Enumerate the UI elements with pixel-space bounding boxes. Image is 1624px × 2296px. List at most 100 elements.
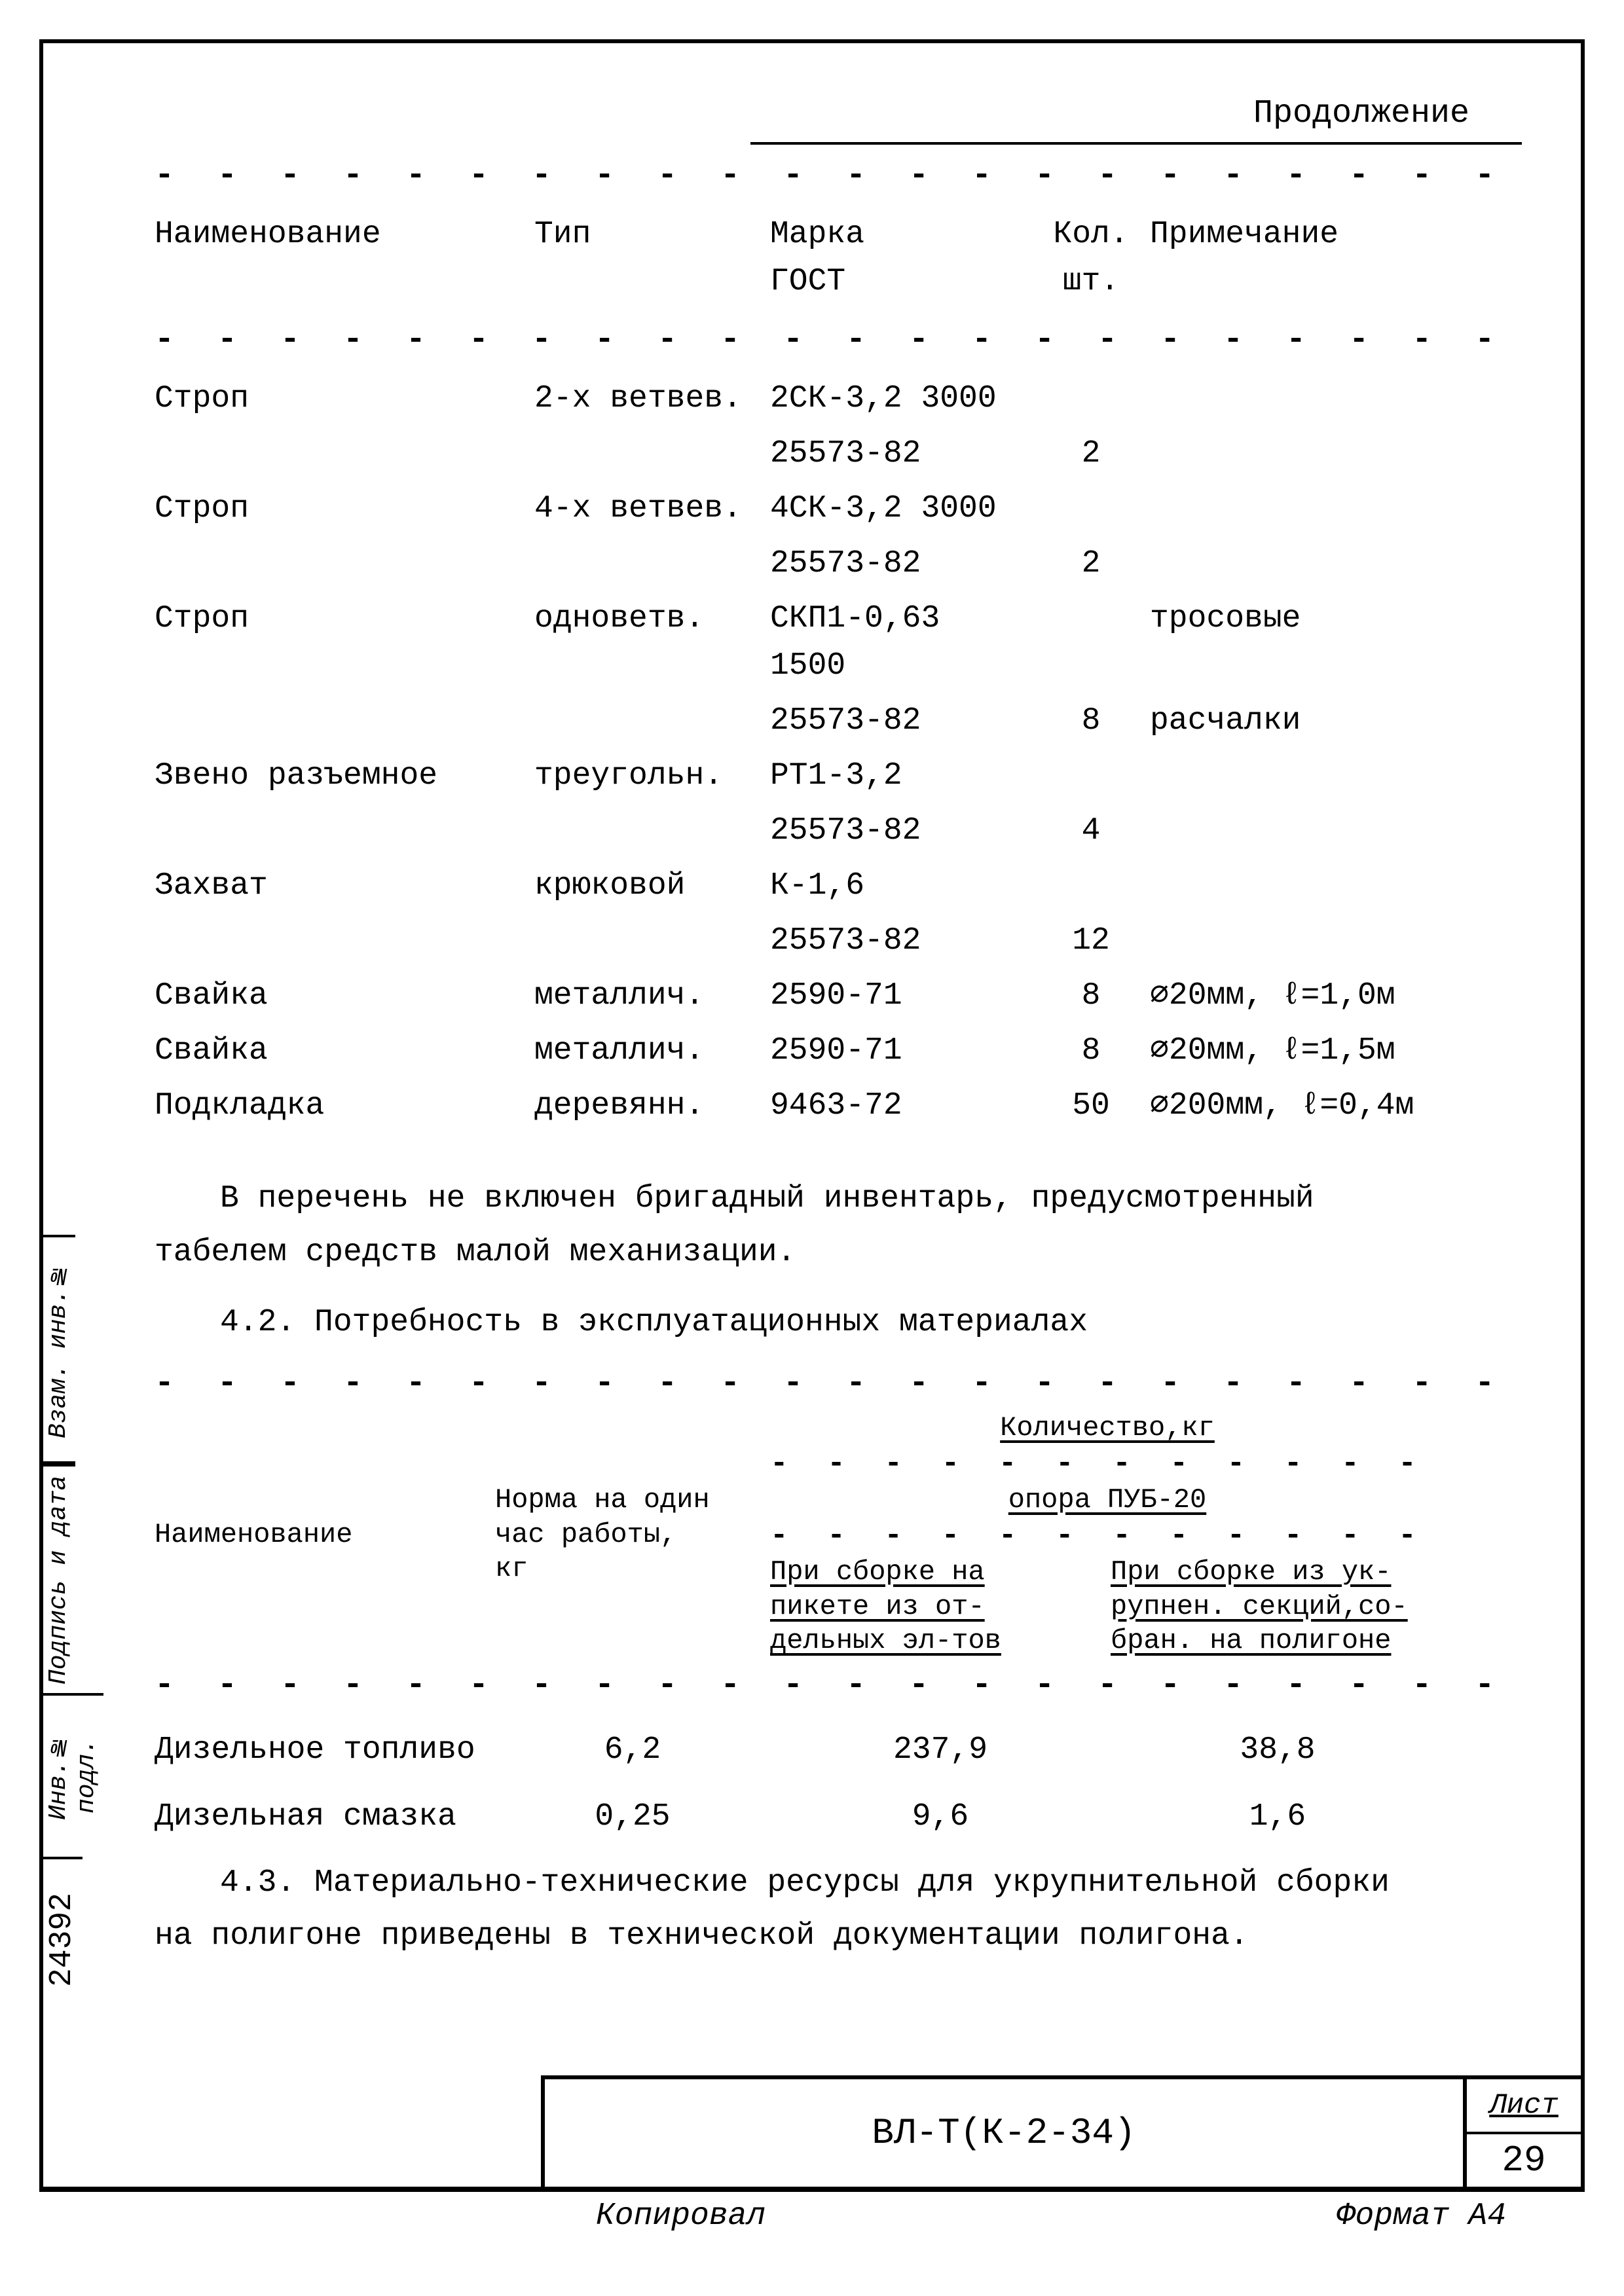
cell-mark: 2590-71 [770,972,1032,1019]
cell-note [1150,430,1425,477]
para1-line2: табелем средств малой механизации. [155,1226,796,1280]
side-inv-podl: Инв.№ подл. [39,1693,103,1857]
cell-type: 2-х ветвев. [534,375,770,422]
table-row: Звено разъемноетреугольн.РТ1-3,2 [155,748,1522,803]
table2-body: Дизельное топливо6,2237,938,8Дизельная с… [155,1717,1522,1850]
para2-line2: на полигоне приведены в технической доку… [155,1910,1249,1963]
table-row: 25573-8212 [155,913,1522,968]
side-inv-num: 24392 [39,1857,83,2020]
t2-hdr-sub2: При сборке из ук- рупнен. секций,со- бра… [1111,1555,1445,1658]
cell-qty: 4 [1032,807,1150,854]
cell-name: Дизельная смазка [155,1793,495,1840]
section-4-2-title: 4.2. Потребность в эксплуатационных мате… [155,1299,1522,1346]
cell-mark: 25573-82 [770,807,1032,854]
cell-qty [1032,375,1150,422]
table-row: Строподноветв.СКП1-0,63 1500тросовые [155,591,1522,693]
table-row: Свайкаметаллич.2590-718⌀20мм, ℓ=1,5м [155,1023,1522,1078]
table-row: ЗахваткрюковойК-1,6 [155,858,1522,913]
cell-name: Строп [155,485,534,532]
cell-name [155,807,534,854]
cell-v1: 237,9 [770,1726,1111,1774]
cell-qty: 8 [1032,972,1150,1019]
table2-header: Наименование Норма на один час работы, к… [155,1411,1522,1658]
cell-mark: К-1,6 [770,862,1032,909]
cell-v1: 9,6 [770,1793,1111,1840]
cell-note [1150,485,1425,532]
para1-line1: В перечень не включен бригадный инвентар… [220,1181,1314,1216]
t1-hdr-type: Тип [534,211,770,305]
cell-qty: 2 [1032,430,1150,477]
cell-type [534,917,770,964]
t2-hdr-top2: опора ПУБ-20 [770,1483,1445,1518]
table-row: 25573-824 [155,803,1522,858]
cell-type [534,540,770,587]
cell-name: Свайка [155,1027,534,1074]
table-row: Дизельное топливо6,2237,938,8 [155,1717,1522,1783]
content-area: Продолжение - - - - - - - - - - - - - - … [83,69,1541,1996]
dash-separator: - - - - - - - - - - - - - - - - - - - - … [155,151,1522,200]
cell-note: расчалки [1150,697,1425,744]
cell-name: Подкладка [155,1082,534,1129]
table-row: Свайкаметаллич.2590-718⌀20мм, ℓ=1,0м [155,968,1522,1023]
cell-name [155,430,534,477]
cell-type [534,697,770,744]
cell-mark: РТ1-3,2 [770,752,1032,799]
cell-type: металлич. [534,1027,770,1074]
t2-hdr-top1: Количество,кг [770,1411,1445,1446]
side-vzam: Взам. инв.№ [39,1235,75,1464]
table-row: Подкладкадеревянн.9463-7250⌀200мм, ℓ=0,4… [155,1078,1522,1133]
cell-qty [1032,862,1150,909]
cell-name: Звено разъемное [155,752,534,799]
cell-mark: 25573-82 [770,917,1032,964]
cell-note: ⌀20мм, ℓ=1,0м [1150,972,1425,1019]
cell-note: тросовые [1150,595,1425,689]
side-podpis: Подпись и дата [39,1464,75,1693]
cell-qty: 50 [1032,1082,1150,1129]
cell-mark: 4СК-3,2 3000 [770,485,1032,532]
cell-name [155,697,534,744]
cell-norm: 0,25 [495,1793,770,1840]
drawing-frame: Продолжение - - - - - - - - - - - - - - … [39,39,1585,2187]
cell-mark: 2590-71 [770,1027,1032,1074]
cell-note: ⌀20мм, ℓ=1,5м [1150,1027,1425,1074]
cell-note [1150,862,1425,909]
cell-name [155,540,534,587]
cell-name [155,917,534,964]
cell-mark: СКП1-0,63 1500 [770,595,1032,689]
document-code: ВЛ-Т(К-2-34) [545,2079,1463,2187]
cell-mark: 9463-72 [770,1082,1032,1129]
cell-qty [1032,485,1150,532]
cell-mark: 25573-82 [770,697,1032,744]
table-row: Строп2-х ветвев.2СК-3,2 3000 [155,371,1522,426]
t1-hdr-note: Примечание [1150,211,1425,305]
page-cell: Лист 29 [1463,2079,1581,2187]
dash-separator: - - - - - - - - - - - - - - - - - - - - … [155,1661,1522,1710]
cell-type: металлич. [534,972,770,1019]
cell-qty: 8 [1032,1027,1150,1074]
table-row: Дизельная смазка0,259,61,6 [155,1783,1522,1850]
t1-hdr-name: Наименование [155,211,534,305]
cell-qty: 12 [1032,917,1150,964]
dash-separator: - - - - - - - - - - - - - - - - - - [770,1518,1445,1556]
footer-right: Формат А4 [1337,2198,1506,2234]
paragraph-1: В перечень не включен бригадный инвентар… [155,1173,1522,1279]
table-row: 25573-828расчалки [155,693,1522,748]
cell-note [1150,917,1425,964]
t2-hdr-qty-group: Количество,кг - - - - - - - - - - - - - … [770,1411,1445,1658]
cell-type: крюковой [534,862,770,909]
cell-type: деревянн. [534,1082,770,1129]
cell-note [1150,540,1425,587]
dash-separator: - - - - - - - - - - - - - - - - - - - - … [155,1359,1522,1408]
side-inv-podl-label: Инв.№ подл. [45,1702,101,1850]
paragraph-2: 4.3. Материально-технические ресурсы для… [155,1857,1522,1963]
title-block: ВЛ-Т(К-2-34) Лист 29 [541,2075,1585,2187]
cell-qty: 8 [1032,697,1150,744]
cell-v2: 1,6 [1111,1793,1445,1840]
cell-type: треугольн. [534,752,770,799]
t1-hdr-mark: Марка ГОСТ [770,211,1032,305]
cell-name: Дизельное топливо [155,1726,495,1774]
t2-hdr-sub1: При сборке на пикете из от- дельных эл-т… [770,1555,1111,1658]
side-labels: Взам. инв.№ Подпись и дата Инв.№ подл. 2… [39,1235,111,2020]
t1-hdr-qty: Кол. шт. [1032,211,1150,305]
t2-hdr-norm: Норма на один час работы, кг [495,1411,770,1658]
